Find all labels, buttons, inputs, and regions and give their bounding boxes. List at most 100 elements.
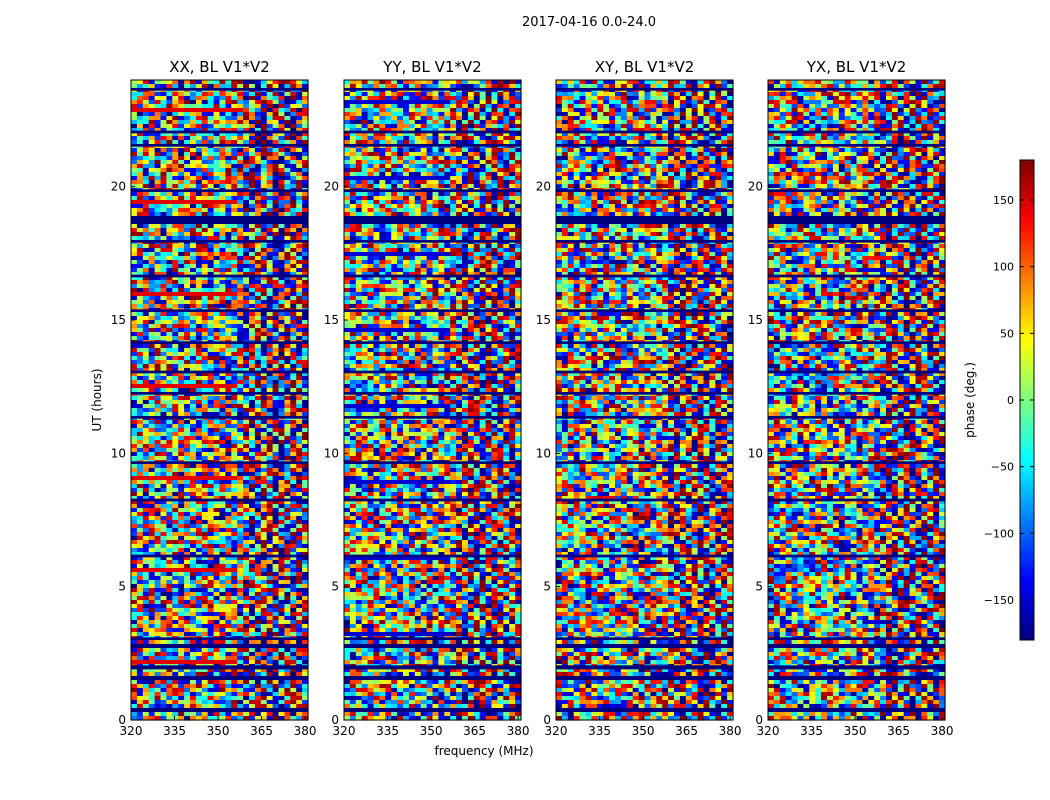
heatmap-cell xyxy=(166,384,173,389)
heatmap-cell xyxy=(266,412,274,417)
heatmap-cell xyxy=(266,400,274,405)
heatmap-cell xyxy=(136,628,144,633)
heatmap-cell xyxy=(166,312,173,317)
heatmap-cell xyxy=(219,212,226,217)
heatmap-cell xyxy=(296,496,303,501)
heatmap-cell xyxy=(231,176,238,181)
heatmap-cell xyxy=(243,356,250,361)
heatmap-cell xyxy=(195,160,203,165)
heatmap-cell xyxy=(160,276,167,281)
heatmap-cell xyxy=(237,408,244,413)
heatmap-cell xyxy=(136,192,144,197)
heatmap-cell xyxy=(290,668,297,673)
heatmap-cell xyxy=(225,716,232,721)
heatmap-cell xyxy=(195,380,203,385)
heatmap-cell xyxy=(213,228,221,233)
heatmap-cell xyxy=(296,428,303,433)
heatmap-cell xyxy=(201,372,209,377)
heatmap-cell xyxy=(195,232,203,237)
heatmap-cell xyxy=(148,224,156,229)
heatmap-cell xyxy=(225,92,232,97)
heatmap-cell xyxy=(266,360,274,365)
heatmap-cell xyxy=(290,712,297,717)
flagged-band xyxy=(131,274,308,278)
heatmap-cell xyxy=(136,588,144,593)
heatmap-cell xyxy=(302,652,309,657)
heatmap-cell xyxy=(254,368,262,373)
heatmap-cell xyxy=(237,108,244,113)
heatmap-cell xyxy=(249,92,256,97)
heatmap-cell xyxy=(290,448,297,453)
heatmap-cell xyxy=(154,320,162,325)
heatmap-cell xyxy=(272,576,280,581)
heatmap-cell xyxy=(219,156,226,161)
heatmap-cell xyxy=(136,700,144,705)
heatmap-cell xyxy=(207,576,215,581)
heatmap-cell xyxy=(284,436,291,441)
heatmap-cell xyxy=(184,468,191,473)
heatmap-cell xyxy=(302,592,309,597)
heatmap-cell xyxy=(278,132,285,137)
heatmap-cell xyxy=(260,172,268,177)
heatmap-cell xyxy=(178,552,185,557)
heatmap-cell xyxy=(231,192,238,197)
heatmap-cell xyxy=(131,256,138,261)
heatmap-cell xyxy=(160,468,167,473)
heatmap-cell xyxy=(160,492,167,497)
heatmap-cell xyxy=(249,316,256,321)
heatmap-cell xyxy=(201,476,209,481)
heatmap-cell xyxy=(190,324,197,329)
heatmap-cell xyxy=(243,292,250,297)
heatmap-cell xyxy=(172,96,179,101)
heatmap-cell xyxy=(231,464,238,469)
heatmap-cell xyxy=(142,284,150,289)
heatmap-cell xyxy=(166,476,173,481)
heatmap-cell xyxy=(190,640,197,645)
heatmap-cell xyxy=(178,348,185,353)
heatmap-cell xyxy=(231,212,238,217)
heatmap-cell xyxy=(408,92,416,97)
heatmap-cell xyxy=(195,356,203,361)
heatmap-cell xyxy=(272,584,280,589)
heatmap-cell xyxy=(131,580,138,585)
heatmap-cell xyxy=(237,704,244,709)
heatmap-cell xyxy=(219,440,226,445)
heatmap-cell xyxy=(148,232,156,237)
heatmap-cell xyxy=(219,584,226,589)
heatmap-cell xyxy=(296,384,303,389)
heatmap-cell xyxy=(231,80,238,85)
heatmap-cell xyxy=(172,560,179,565)
heatmap-cell xyxy=(225,356,232,361)
heatmap-cell xyxy=(172,80,179,85)
heatmap-cell xyxy=(237,576,244,581)
heatmap-cell xyxy=(142,252,150,257)
heatmap-cell xyxy=(184,268,191,273)
heatmap-cell xyxy=(272,136,280,141)
heatmap-cell xyxy=(272,316,280,321)
heatmap-cell xyxy=(219,532,226,537)
heatmap-cell xyxy=(231,476,238,481)
heatmap-cell xyxy=(290,148,297,153)
heatmap-cell xyxy=(142,480,150,485)
heatmap-cell xyxy=(184,164,191,169)
heatmap-cell xyxy=(207,716,215,721)
heatmap-cell xyxy=(260,360,268,365)
heatmap-cell xyxy=(302,396,309,401)
heatmap-cell xyxy=(184,492,191,497)
heatmap-cell xyxy=(302,332,309,337)
heatmap-cell xyxy=(302,524,309,529)
heatmap-cell xyxy=(290,224,297,229)
heatmap-cell xyxy=(243,96,250,101)
heatmap-cell xyxy=(225,692,232,697)
heatmap-cell xyxy=(254,628,262,633)
heatmap-cell xyxy=(260,304,268,309)
heatmap-cell xyxy=(290,396,297,401)
heatmap-cell xyxy=(284,336,291,341)
heatmap-cell xyxy=(184,556,191,561)
heatmap-cell xyxy=(260,120,268,125)
heatmap-cell xyxy=(249,576,256,581)
heatmap-cell xyxy=(219,256,226,261)
heatmap-cell xyxy=(172,524,179,529)
heatmap-cell xyxy=(184,316,191,321)
heatmap-cell xyxy=(278,508,285,513)
